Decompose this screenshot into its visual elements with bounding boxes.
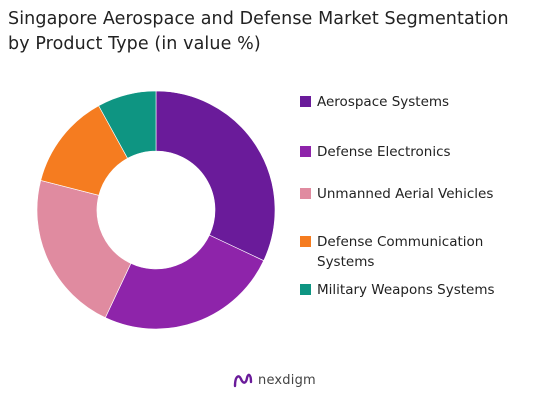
donut-slice-military-weapons-systems bbox=[98, 90, 157, 159]
legend-item-defense-communication-systems: Defense Communication Systems bbox=[300, 232, 542, 272]
legend-swatch-unmanned-aerial-vehicles bbox=[300, 188, 311, 199]
chart-title-line-1: Singapore Aerospace and Defense Market S… bbox=[8, 9, 509, 29]
chart-title-line-2: by Product Type (in value %) bbox=[8, 34, 261, 54]
donut-slice-defense-electronics bbox=[104, 234, 265, 330]
legend-item-aerospace-systems: Aerospace Systems bbox=[300, 92, 449, 112]
legend-swatch-aerospace-systems bbox=[300, 96, 311, 107]
legend-item-defense-electronics: Defense Electronics bbox=[300, 142, 451, 162]
legend-item-unmanned-aerial-vehicles: Unmanned Aerial Vehicles bbox=[300, 184, 493, 204]
legend-swatch-defense-electronics bbox=[300, 146, 311, 157]
chart-title: Singapore Aerospace and Defense Market S… bbox=[8, 7, 548, 57]
donut-slice-unmanned-aerial-vehicles bbox=[36, 180, 132, 319]
brand-name: nexdigm bbox=[258, 372, 316, 388]
legend-label-military-weapons-systems: Military Weapons Systems bbox=[317, 282, 495, 298]
brand-logo: nexdigm bbox=[232, 370, 316, 390]
legend-item-military-weapons-systems: Military Weapons Systems bbox=[300, 280, 495, 300]
legend-swatch-defense-communication-systems bbox=[300, 236, 311, 247]
nexdigm-logo-icon bbox=[233, 373, 253, 388]
donut-slice-aerospace-systems bbox=[155, 90, 276, 262]
legend-label-defense-communication-systems: Defense Communication Systems bbox=[317, 234, 484, 270]
legend-label-defense-electronics: Defense Electronics bbox=[317, 144, 451, 160]
legend-label-aerospace-systems: Aerospace Systems bbox=[317, 94, 450, 110]
legend-label-unmanned-aerial-vehicles: Unmanned Aerial Vehicles bbox=[317, 186, 494, 202]
legend-swatch-military-weapons-systems bbox=[300, 284, 311, 295]
